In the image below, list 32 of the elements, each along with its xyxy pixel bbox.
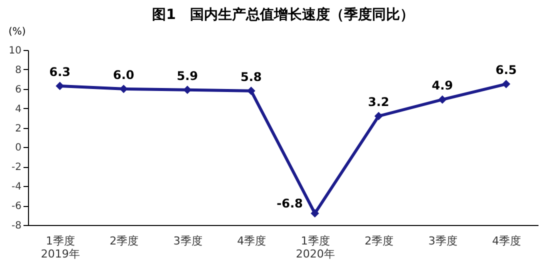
x-tick-label: 3季度: [428, 234, 458, 248]
point: [310, 209, 320, 218]
x-tick-label: 2季度: [110, 234, 139, 248]
y-tick-label: -2: [12, 162, 22, 174]
data-label: 6.3: [49, 64, 71, 79]
data-label: 6.5: [495, 63, 517, 78]
x-tick-label: 4季度: [237, 234, 266, 248]
y-tick-label: -4: [12, 182, 22, 193]
data-label: 6.0: [112, 68, 134, 82]
x-tick-label: 1季度 2020年: [296, 234, 335, 260]
x-tick-label: 3季度: [173, 234, 202, 248]
point: [374, 112, 383, 120]
x-tick-label: 4季度: [492, 234, 522, 248]
point: [438, 95, 447, 104]
y-tick-label: 0: [15, 142, 22, 154]
x-tick-label: 2季度: [364, 234, 394, 248]
y-axis-title: (%): [8, 26, 26, 38]
x-tick-label: 1季度 2019年: [40, 234, 80, 260]
data-label: 5.8: [240, 70, 262, 84]
y-tick-label: 2: [15, 123, 22, 134]
data-label: 4.9: [432, 78, 454, 93]
data-label: 3.2: [368, 95, 390, 110]
y-tick-label: 8: [15, 64, 22, 76]
y-tick-label: 10: [8, 46, 22, 56]
data-label: -6.8: [276, 196, 303, 210]
y-tick-label: -8: [12, 220, 22, 232]
chart-title: 图1 国内生产总值增长速度（季度同比）: [152, 6, 414, 23]
y-tick-label: -6: [12, 201, 22, 212]
point: [502, 80, 510, 88]
data-label: 5.9: [176, 68, 198, 83]
y-tick-label: 6: [15, 84, 22, 96]
y-tick-label: 4: [15, 104, 22, 115]
